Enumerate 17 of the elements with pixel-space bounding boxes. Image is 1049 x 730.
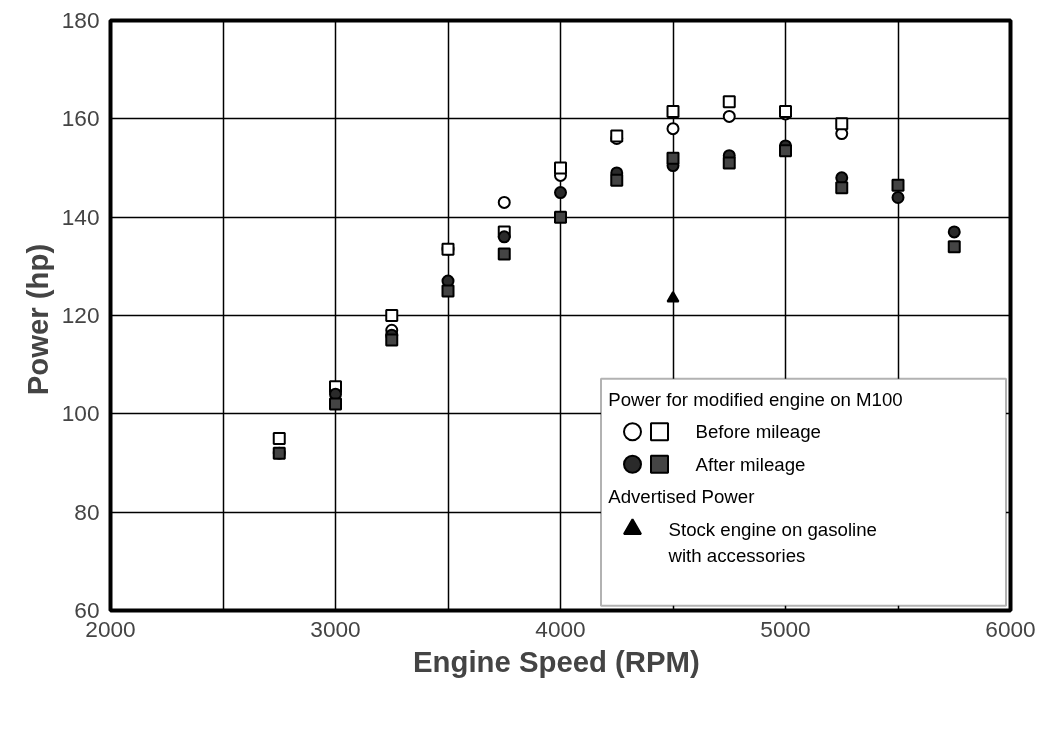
legend-label: Before mileage [695, 421, 821, 443]
x-tick-label: 6000 [985, 615, 1036, 642]
y-tick-label: 100 [61, 400, 100, 427]
annotation: Advertised Power [608, 486, 755, 508]
x-axis-title: Engine Speed (RPM) [413, 644, 700, 678]
y-tick-label: 160 [61, 105, 100, 132]
y-axis-title: Power (hp) [20, 243, 54, 396]
legend-label: After mileage [695, 453, 806, 475]
y-tick-label: 180 [61, 7, 100, 33]
x-tick-label: 3000 [310, 615, 361, 642]
y-tick-label: 80 [74, 498, 100, 525]
legend-title: Power for modified engine on M100 [608, 388, 903, 410]
x-tick-label: 4000 [535, 615, 586, 642]
x-tick-label: 5000 [760, 615, 811, 642]
y-tick-label: 120 [61, 302, 100, 328]
legend-label: Stock engine on gasoline with accessories [667, 518, 877, 567]
y-tick-label: 140 [61, 203, 100, 230]
